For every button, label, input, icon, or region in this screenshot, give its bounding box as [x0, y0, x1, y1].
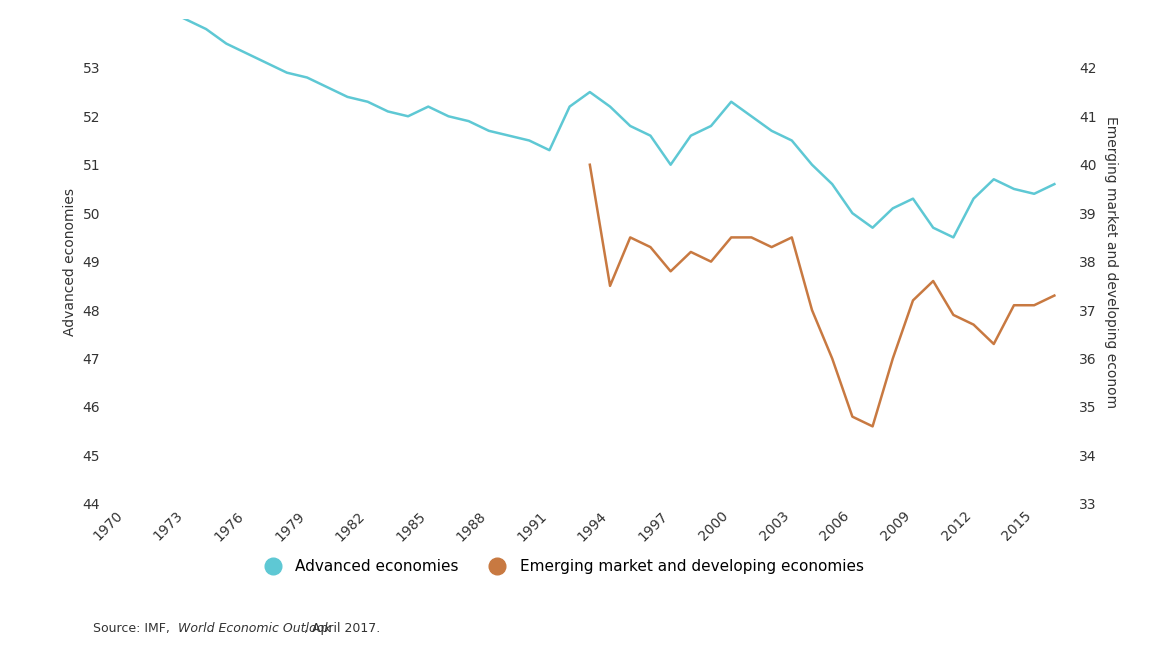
Y-axis label: Emerging market and developing econom: Emerging market and developing econom: [1104, 116, 1118, 408]
Legend: Advanced economies, Emerging market and developing economies: Advanced economies, Emerging market and …: [251, 553, 870, 580]
Text: , April 2017.: , April 2017.: [304, 622, 380, 635]
Text: Source: IMF,: Source: IMF,: [93, 622, 174, 635]
Text: World Economic Outlook: World Economic Outlook: [178, 622, 331, 635]
Y-axis label: Advanced economies: Advanced economies: [63, 187, 77, 336]
